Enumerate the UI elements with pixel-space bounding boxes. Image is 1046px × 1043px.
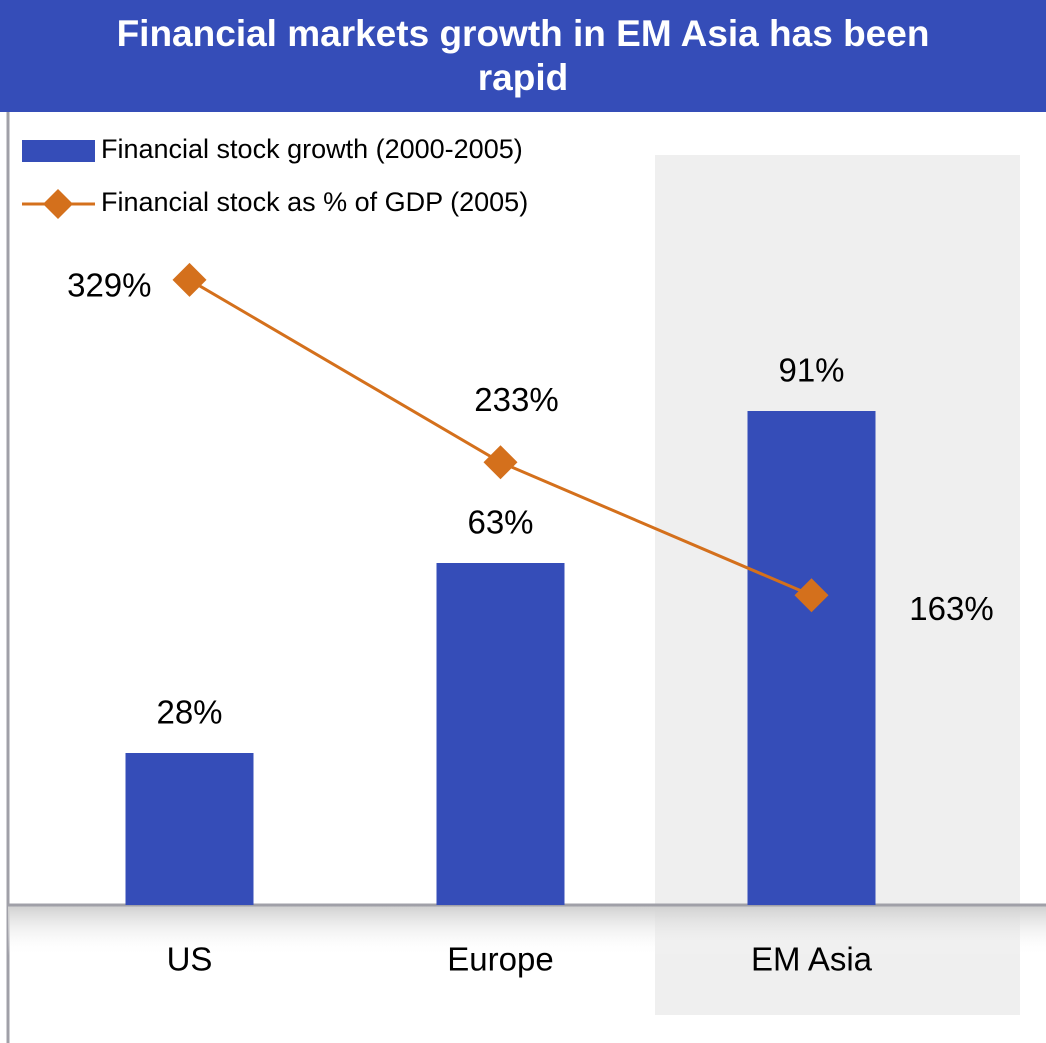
data-label: 63%: [467, 504, 533, 541]
title-bar: Financial markets growth in EM Asia has …: [0, 0, 1046, 112]
axis-shadow: [8, 906, 1046, 956]
x-tick-label: Europe: [447, 941, 553, 978]
data-label: 329%: [67, 267, 151, 304]
line-marker: [794, 578, 829, 613]
data-label: 233%: [474, 381, 558, 418]
chart-title: Financial markets growth in EM Asia has …: [116, 13, 930, 98]
legend-label: Financial stock as % of GDP (2005): [101, 187, 528, 217]
legend-swatch: [22, 140, 95, 162]
x-tick-label: EM Asia: [751, 941, 873, 978]
x-tick-label: US: [167, 941, 213, 978]
legend-label: Financial stock growth (2000-2005): [101, 134, 523, 164]
data-label: 28%: [156, 694, 222, 731]
line-marker: [172, 262, 207, 297]
legend-marker: [43, 189, 73, 219]
bar: [436, 563, 565, 905]
line-marker: [483, 445, 518, 480]
data-label: 163%: [909, 590, 993, 627]
bar: [125, 753, 254, 905]
bar: [747, 411, 876, 905]
data-label: 91%: [778, 352, 844, 389]
